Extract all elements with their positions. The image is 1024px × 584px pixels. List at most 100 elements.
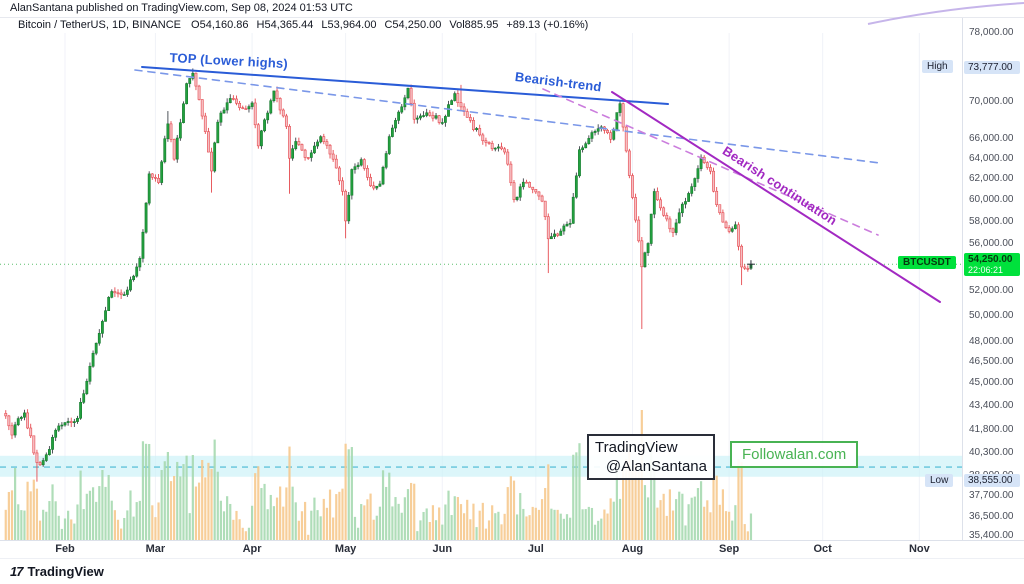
volume-bar bbox=[662, 493, 665, 540]
candle-body bbox=[525, 181, 528, 184]
volume-bar bbox=[409, 482, 413, 540]
candle-body bbox=[51, 437, 54, 450]
candle-body bbox=[116, 292, 120, 295]
candle-body bbox=[266, 112, 270, 121]
candle-body bbox=[69, 421, 73, 423]
volume-bar bbox=[344, 443, 347, 540]
candle-body bbox=[303, 149, 307, 158]
candle-body bbox=[82, 393, 86, 403]
bearish-trend-line[interactable] bbox=[141, 66, 669, 105]
candle-body bbox=[182, 103, 185, 123]
candle-body bbox=[160, 161, 164, 183]
candle-body bbox=[556, 233, 560, 236]
candle-body bbox=[284, 115, 288, 127]
candle-body bbox=[247, 106, 251, 110]
candle-body bbox=[322, 136, 326, 142]
volume-bar bbox=[466, 499, 469, 540]
volume-bar bbox=[101, 470, 104, 540]
candle-body bbox=[712, 170, 715, 192]
candle-body bbox=[515, 196, 519, 200]
volume-bar bbox=[213, 439, 216, 540]
volume-bar bbox=[609, 498, 612, 540]
volume-bar bbox=[20, 510, 23, 540]
volume-bar bbox=[138, 500, 141, 540]
volume-bar bbox=[85, 493, 88, 540]
volume-bar bbox=[226, 496, 229, 540]
volume-bar bbox=[282, 506, 285, 540]
volume-bar bbox=[7, 491, 10, 540]
volume-bar bbox=[353, 516, 357, 540]
candle-body bbox=[443, 116, 447, 123]
symbol-title[interactable]: Bitcoin / TetherUS, 1D, BINANCE bbox=[18, 19, 182, 31]
high-price-axis-label: 73,777.00 bbox=[964, 60, 1020, 74]
candle-body bbox=[531, 186, 535, 190]
volume-bar bbox=[229, 503, 232, 540]
volume-bar bbox=[107, 474, 110, 540]
candle-body bbox=[680, 203, 684, 214]
candle-body bbox=[662, 207, 666, 216]
candle-body bbox=[693, 178, 697, 187]
volume-bar bbox=[593, 524, 597, 540]
volume-bar bbox=[522, 508, 525, 540]
candle-body bbox=[652, 191, 656, 215]
volume-bar bbox=[32, 479, 35, 540]
symbol-legend[interactable]: Bitcoin / TetherUS, 1D, BINANCE O54,160.8… bbox=[0, 19, 960, 35]
candle-body bbox=[19, 416, 23, 419]
volume-bar bbox=[544, 488, 547, 540]
price-axis[interactable]: 78,000.00 70,000.00 66,000.00 64,000.00 62,0… bbox=[962, 18, 1024, 558]
volume-bar bbox=[406, 489, 410, 540]
volume-bar bbox=[487, 520, 491, 540]
price-axis-tick: 60,000.00 bbox=[969, 194, 1014, 206]
volume-bar bbox=[310, 510, 313, 540]
bar-countdown-timer: 22:06:21 bbox=[968, 265, 1004, 276]
candle-body bbox=[244, 108, 248, 110]
bearish-continuation-dashed-line[interactable] bbox=[542, 88, 879, 236]
bearish-trend-dashed-line[interactable] bbox=[134, 69, 881, 164]
candle-body bbox=[10, 425, 14, 436]
volume-bar bbox=[606, 513, 609, 540]
candle-body bbox=[222, 109, 226, 114]
candle-body bbox=[425, 112, 429, 116]
volume-bar bbox=[335, 494, 338, 540]
candle-body bbox=[13, 424, 17, 436]
volume-bar bbox=[338, 491, 341, 540]
candle-body bbox=[506, 151, 510, 165]
price-axis-tick: 58,000.00 bbox=[969, 215, 1014, 227]
candle-body bbox=[337, 167, 341, 182]
time-axis-label: Mar bbox=[145, 543, 166, 555]
candle-body bbox=[272, 90, 276, 102]
candle-body bbox=[175, 137, 179, 160]
volume-bar bbox=[73, 523, 76, 540]
candle-body bbox=[375, 185, 379, 189]
candle-body bbox=[415, 117, 419, 120]
tradingview-logo-text: TradingView bbox=[27, 564, 104, 579]
candle-body bbox=[649, 213, 653, 244]
volume-bar bbox=[294, 502, 297, 540]
watermark-line1: TradingView bbox=[595, 439, 678, 456]
candle-body bbox=[32, 435, 36, 454]
volume-bar bbox=[425, 508, 428, 540]
time-axis[interactable]: Feb Mar Apr May Jun Jul Aug Sep Oct Nov bbox=[0, 540, 1024, 558]
volume-bar bbox=[197, 482, 201, 540]
bearish-continuation-line[interactable] bbox=[611, 91, 941, 303]
volume-bar bbox=[275, 497, 279, 540]
candle-body bbox=[288, 126, 291, 159]
volume-bar bbox=[54, 501, 57, 540]
candle-body bbox=[150, 173, 154, 178]
candle-body bbox=[256, 124, 260, 147]
volume-bar bbox=[706, 500, 709, 540]
candle-body bbox=[66, 421, 70, 423]
candle-body bbox=[235, 98, 238, 104]
candle-body bbox=[705, 162, 709, 168]
volume-bar bbox=[279, 486, 282, 540]
time-axis-label: Jul bbox=[527, 543, 544, 555]
candle-body bbox=[403, 97, 407, 108]
volume-bar bbox=[95, 501, 98, 540]
volume-bar bbox=[512, 480, 516, 540]
volume-bar bbox=[91, 487, 95, 540]
candle-body bbox=[390, 127, 394, 137]
volume-bar bbox=[650, 442, 653, 540]
candle-body bbox=[194, 72, 198, 87]
candle-body bbox=[727, 227, 731, 232]
